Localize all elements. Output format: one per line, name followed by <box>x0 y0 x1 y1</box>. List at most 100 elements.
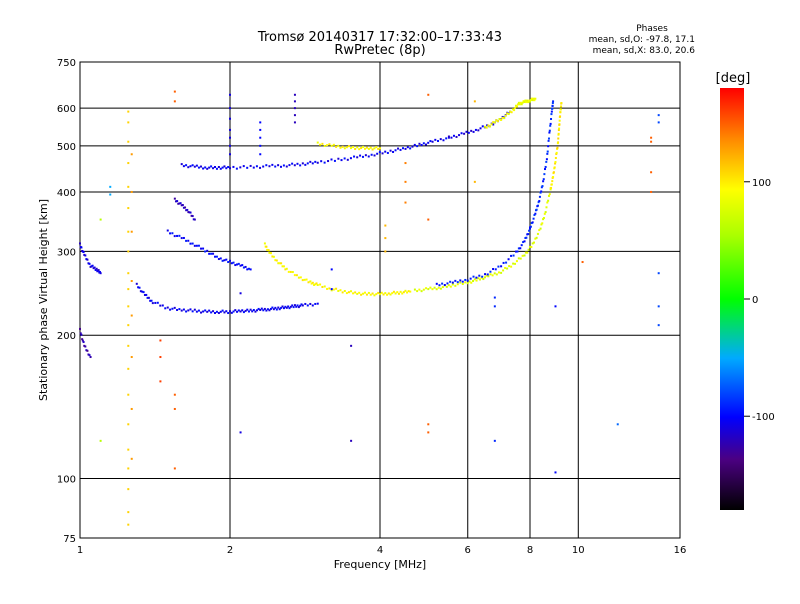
echo-point <box>514 262 517 265</box>
echo-point <box>262 309 265 312</box>
echo-point <box>507 258 510 261</box>
echo-point <box>187 211 190 214</box>
scatter-point <box>127 423 130 426</box>
echo-point <box>454 279 457 282</box>
echo-point <box>516 250 519 253</box>
echo-point <box>490 123 493 126</box>
echo-point <box>166 306 169 309</box>
scatter-point <box>293 100 296 103</box>
echo-point <box>492 123 495 126</box>
scatter-point <box>229 107 231 110</box>
echo-point <box>177 202 180 205</box>
y-tick-labels: 75 100 200 300 400 500 600 750 <box>57 58 76 545</box>
scatter-point <box>657 305 660 308</box>
echo-point <box>545 206 548 209</box>
echo-point <box>280 262 283 265</box>
echo-point <box>150 299 153 302</box>
echo-point <box>523 240 526 243</box>
echo-point <box>527 248 530 251</box>
echo-point <box>309 160 312 163</box>
echo-point <box>536 232 539 235</box>
echo-trace <box>79 242 102 275</box>
scatter-point <box>384 237 387 240</box>
echo-point <box>495 119 498 122</box>
echo-point <box>546 201 549 204</box>
scatter-point <box>127 121 130 124</box>
echo-point <box>180 163 183 166</box>
echo-point <box>303 278 306 281</box>
echo-point <box>442 139 445 142</box>
echo-point <box>301 279 304 282</box>
echo-point <box>215 310 218 313</box>
echo-point <box>204 250 207 253</box>
echo-point <box>328 143 331 146</box>
echo-point <box>323 161 326 164</box>
echo-point <box>311 162 314 165</box>
scatter-point <box>173 90 176 93</box>
echo-point <box>406 146 409 149</box>
echo-point <box>427 288 430 291</box>
scatter-point <box>130 190 133 193</box>
echo-point <box>346 158 349 161</box>
echo-point <box>212 310 215 313</box>
echo-trace <box>135 282 319 315</box>
echo-point <box>217 166 220 168</box>
echo-point <box>169 232 172 235</box>
echo-point <box>533 99 536 102</box>
echo-point <box>249 164 252 167</box>
echo-point <box>504 114 507 117</box>
echo-point <box>249 308 252 311</box>
scatter-point <box>109 193 112 196</box>
echo-point <box>197 244 200 247</box>
echo-point <box>180 237 183 240</box>
echo-point <box>492 268 495 271</box>
echo-point <box>434 138 437 141</box>
y-axis-label: Stationary phase Virtual Height [km] <box>37 199 50 401</box>
echo-point <box>161 304 164 307</box>
echo-point <box>311 281 314 284</box>
echo-point <box>239 310 242 313</box>
echo-point <box>416 145 419 148</box>
echo-point <box>185 209 188 212</box>
echo-point <box>241 264 244 267</box>
echo-point <box>384 292 387 295</box>
echo-point <box>467 131 470 134</box>
y-tick-label: 750 <box>57 58 76 69</box>
echo-point <box>353 155 356 158</box>
echo-point <box>176 308 179 311</box>
echo-point <box>252 166 255 169</box>
echo-point <box>190 214 193 217</box>
echo-point <box>314 302 317 305</box>
echo-point <box>521 254 524 257</box>
scatter-point <box>127 272 130 275</box>
scatter-point <box>173 100 176 103</box>
echo-point <box>464 281 467 284</box>
echo-point <box>460 132 463 135</box>
echo-point <box>350 147 353 150</box>
echo-point <box>500 118 503 121</box>
echo-point <box>474 128 477 131</box>
echo-point <box>369 146 372 149</box>
echo-point <box>429 286 432 289</box>
echo-point <box>189 211 192 214</box>
scatter-point <box>229 117 231 120</box>
echo-point <box>519 247 522 250</box>
echo-point <box>337 144 340 147</box>
echo-trace <box>316 141 381 151</box>
echo-point <box>299 276 302 279</box>
echo-point <box>268 165 271 168</box>
echo-point <box>87 353 90 356</box>
echo-point <box>206 167 209 170</box>
echo-point <box>185 310 188 313</box>
echo-point <box>268 309 271 312</box>
echo-point <box>520 244 523 247</box>
echo-point <box>530 245 533 248</box>
echo-point <box>341 145 344 148</box>
echo-point <box>232 261 235 264</box>
echo-point <box>538 229 541 232</box>
echo-trace <box>549 102 563 190</box>
echo-point <box>296 162 299 165</box>
echo-point <box>399 148 402 151</box>
scatter-point <box>127 140 130 143</box>
echo-point <box>530 97 533 100</box>
